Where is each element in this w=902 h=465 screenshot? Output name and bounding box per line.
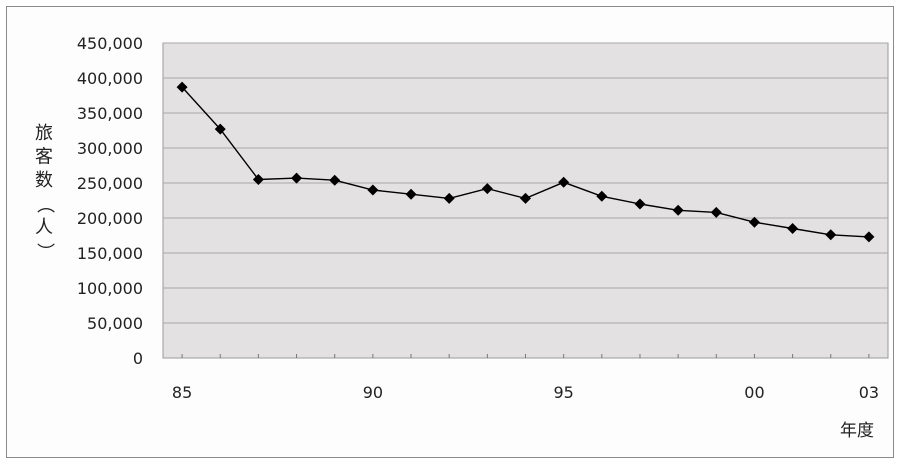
y-axis-label-char: 人 bbox=[35, 217, 53, 238]
y-tick-label: 150,000 bbox=[77, 244, 143, 263]
data-point-markers bbox=[176, 81, 875, 243]
x-tick-label: 00 bbox=[744, 383, 764, 402]
x-axis-tick-labels: 85 90 95 00 03 bbox=[172, 383, 879, 402]
y-tick-label: 200,000 bbox=[77, 209, 143, 228]
y-tick-label: 250,000 bbox=[77, 174, 143, 193]
data-point bbox=[672, 204, 684, 216]
data-point bbox=[710, 206, 722, 218]
data-point bbox=[252, 174, 264, 185]
x-tick-label: 85 bbox=[172, 383, 192, 402]
data-point bbox=[329, 174, 341, 186]
x-axis-ticks bbox=[181, 354, 870, 358]
data-point bbox=[825, 229, 837, 241]
gridlines bbox=[163, 42, 888, 324]
data-point bbox=[787, 223, 799, 234]
x-tick-label: 03 bbox=[859, 383, 879, 402]
x-axis-label: 年度 bbox=[840, 421, 874, 441]
data-point bbox=[176, 81, 188, 93]
y-axis-tick-labels: 0 50,000 100,000 150,000 200,000 250,000 300,0… bbox=[77, 34, 143, 368]
x-tick-label: 90 bbox=[363, 383, 383, 402]
y-axis-label-char: 客 bbox=[35, 147, 53, 168]
y-tick-label: 350,000 bbox=[77, 104, 143, 123]
y-tick-label: 0 bbox=[133, 349, 143, 368]
data-point bbox=[443, 192, 455, 204]
data-point bbox=[405, 188, 417, 200]
y-axis-label-char: （ bbox=[34, 196, 55, 214]
data-point bbox=[748, 216, 760, 228]
y-axis-label-char: ） bbox=[34, 243, 55, 261]
y-tick-label: 450,000 bbox=[77, 34, 143, 53]
data-point bbox=[863, 231, 875, 243]
data-point bbox=[367, 184, 379, 196]
data-point bbox=[481, 183, 493, 195]
x-tick-label: 95 bbox=[553, 383, 573, 402]
y-axis-label-char: 数 bbox=[35, 170, 53, 191]
data-point bbox=[214, 123, 226, 135]
data-point bbox=[634, 198, 646, 210]
data-point bbox=[558, 176, 570, 188]
y-axis-label-char: 旅 bbox=[35, 123, 53, 144]
y-tick-label: 300,000 bbox=[77, 139, 143, 158]
data-point bbox=[291, 172, 303, 184]
data-point bbox=[596, 190, 608, 202]
y-tick-label: 50,000 bbox=[87, 314, 143, 333]
y-tick-label: 400,000 bbox=[77, 69, 143, 88]
data-point bbox=[520, 192, 531, 204]
y-tick-label: 100,000 bbox=[77, 279, 143, 298]
y-axis-label: 旅客数 （ 人 ） bbox=[34, 123, 55, 261]
